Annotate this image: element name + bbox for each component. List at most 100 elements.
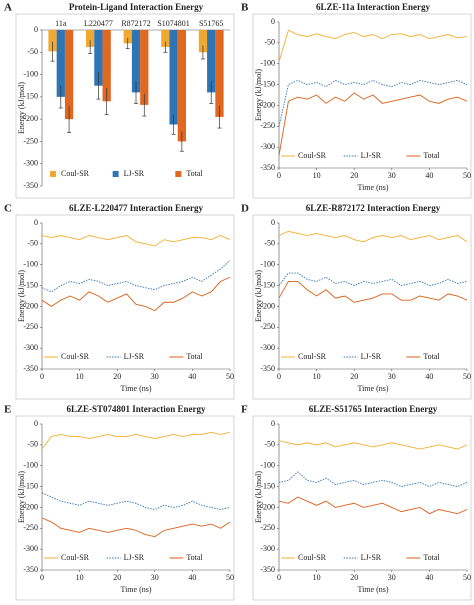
x-tick-label: 10	[313, 573, 321, 582]
bar	[161, 30, 170, 47]
legend-label: LJ-SR	[361, 151, 382, 160]
y-tick-label: -250	[23, 136, 38, 145]
y-tick-label: -100	[23, 69, 38, 78]
line	[41, 492, 231, 510]
x-tick-label: 40	[188, 372, 196, 381]
line	[278, 280, 468, 303]
legend-label: Coul-SR	[298, 553, 327, 562]
panel-letter: A	[4, 2, 12, 14]
y-tick-label: -350	[260, 364, 275, 373]
x-tick-label: 20	[350, 171, 358, 180]
bar	[131, 30, 141, 93]
x-tick-label: 10	[313, 171, 321, 180]
panel-frame	[252, 214, 472, 400]
y-tick-label: -350	[23, 565, 38, 574]
y-tick-label: -150	[23, 481, 38, 490]
y-tick-label: -350	[260, 163, 275, 172]
legend-label: Coul-SR	[61, 169, 90, 178]
y-tick-label: -300	[260, 142, 275, 151]
panel-letter: F	[241, 404, 248, 416]
bar	[215, 30, 224, 117]
line	[278, 79, 468, 127]
y-tick-label: -250	[23, 322, 38, 331]
x-tick-label: 20	[113, 372, 121, 381]
x-tick-label: 50	[226, 573, 234, 582]
y-tick-label: -200	[260, 301, 275, 310]
y-tick-label: -200	[260, 100, 275, 109]
y-tick-label: -250	[260, 121, 275, 130]
bar	[207, 30, 216, 93]
legend-label: LJ-SR	[124, 553, 145, 562]
legend-swatch	[50, 171, 56, 177]
legend-label: Total	[423, 151, 440, 160]
x-tick-label: 30	[388, 171, 396, 180]
y-tick-label: -200	[23, 114, 38, 123]
bar	[48, 30, 57, 52]
line	[278, 272, 468, 287]
y-tick-label: -100	[23, 461, 38, 470]
x-tick-label: 30	[388, 573, 396, 582]
legend-label: Total	[186, 352, 203, 361]
x-tick-label: 30	[388, 372, 396, 381]
x-tick-label: 40	[425, 372, 433, 381]
bar	[102, 30, 111, 102]
x-axis-title: Time (ns)	[120, 585, 151, 594]
x-tick-label: 20	[113, 573, 121, 582]
legend-swatch	[175, 171, 182, 177]
legend-label: Coul-SR	[298, 151, 327, 160]
line	[278, 496, 468, 515]
line	[41, 431, 231, 450]
x-axis-title: Time (ns)	[120, 384, 151, 393]
y-tick-label: -50	[264, 38, 275, 47]
bar	[85, 30, 95, 47]
line	[278, 29, 468, 62]
chart-title: 6LZE-R872172 Interaction Energy	[306, 203, 441, 213]
bar	[177, 30, 187, 142]
line	[41, 235, 231, 247]
y-tick-label: -200	[260, 502, 275, 511]
y-tick-label: -350	[23, 181, 38, 190]
y-tick-label: -250	[260, 523, 275, 532]
y-tick-label: -100	[23, 260, 38, 269]
y-tick-label: -150	[23, 92, 38, 101]
y-tick-label: -300	[260, 343, 275, 352]
y-tick-label: -200	[23, 502, 38, 511]
line	[41, 260, 231, 293]
y-tick-label: -100	[260, 461, 275, 470]
x-axis-title: Time (ns)	[357, 384, 388, 393]
y-tick-label: -100	[260, 59, 275, 68]
x-tick-label: 50	[226, 372, 234, 381]
panel-letter: E	[4, 404, 11, 416]
panel-frame	[15, 13, 235, 199]
y-tick-label: -250	[260, 322, 275, 331]
x-tick-label: 30	[151, 573, 159, 582]
x-tick-label: 40	[425, 171, 433, 180]
y-axis-title: Energy (kJ/mol)	[17, 471, 26, 523]
x-tick-label: 0	[40, 372, 44, 381]
bar	[169, 30, 178, 125]
x-tick-label: 40	[425, 573, 433, 582]
y-tick-label: -50	[264, 440, 275, 449]
legend-label: Total	[186, 169, 203, 178]
y-axis-title: Energy (kJ/mol)	[254, 270, 263, 322]
panel-frame	[15, 214, 235, 400]
bar	[64, 30, 74, 120]
x-tick-label: 40	[188, 573, 196, 582]
legend-label: LJ-SR	[124, 352, 145, 361]
y-tick-label: -300	[260, 544, 275, 553]
legend-label: Coul-SR	[298, 352, 327, 361]
chart-title: 6LZE-11a Interaction Energy	[316, 2, 430, 12]
legend-label: Total	[423, 553, 440, 562]
legend-label: LJ-SR	[361, 352, 382, 361]
x-tick-label: 0	[40, 573, 44, 582]
legend-label: Coul-SR	[61, 352, 90, 361]
chart-title: 6LZE-S51765 Interaction Energy	[309, 404, 438, 414]
y-axis-title: Energy (kJ/mol)	[254, 69, 263, 121]
x-tick-label: 11a	[55, 19, 67, 28]
line	[41, 517, 231, 538]
x-tick-label: S1074801	[157, 19, 189, 28]
x-tick-label: 20	[350, 372, 358, 381]
y-tick-label: -100	[260, 260, 275, 269]
chart-title: 6LZE-ST074801 Interaction Energy	[66, 404, 206, 414]
